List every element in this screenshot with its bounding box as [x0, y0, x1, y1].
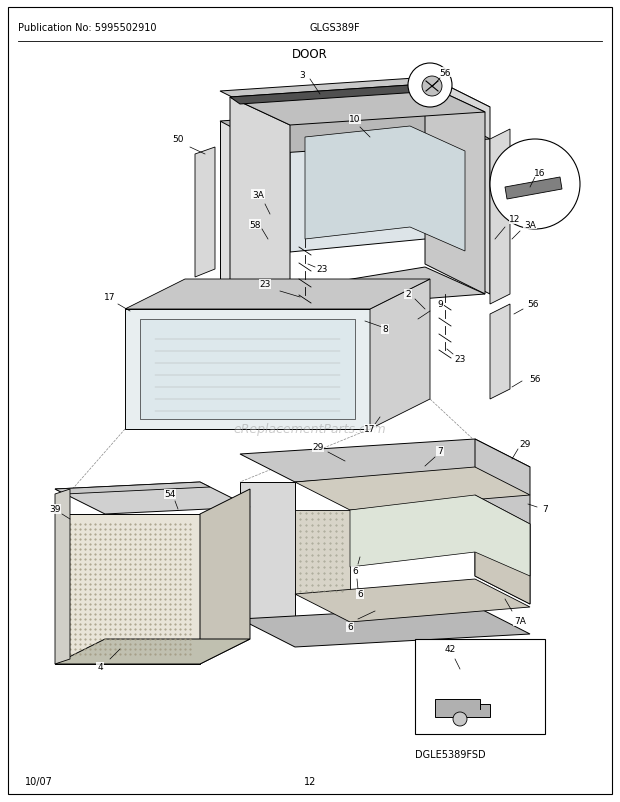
Polygon shape — [475, 496, 530, 604]
Text: 54: 54 — [164, 490, 175, 499]
Polygon shape — [125, 310, 370, 429]
Polygon shape — [200, 489, 250, 664]
Text: 12: 12 — [509, 215, 521, 225]
Text: 4: 4 — [97, 662, 103, 671]
Text: DOOR: DOOR — [292, 48, 328, 62]
Text: 29: 29 — [312, 443, 324, 452]
Text: Publication No: 5995502910: Publication No: 5995502910 — [18, 23, 156, 33]
Text: 6: 6 — [347, 622, 353, 632]
Polygon shape — [220, 122, 280, 310]
Polygon shape — [435, 699, 490, 717]
Polygon shape — [230, 268, 485, 310]
Polygon shape — [55, 482, 250, 514]
Text: 23: 23 — [259, 280, 271, 290]
Polygon shape — [220, 107, 490, 154]
Polygon shape — [425, 85, 485, 294]
Polygon shape — [240, 439, 530, 482]
Text: 17: 17 — [104, 294, 116, 302]
Polygon shape — [55, 482, 210, 494]
Text: 9: 9 — [437, 300, 443, 309]
Polygon shape — [240, 482, 295, 619]
Polygon shape — [295, 468, 530, 510]
Polygon shape — [290, 113, 485, 265]
Polygon shape — [230, 85, 435, 105]
Polygon shape — [305, 127, 465, 252]
Text: GLGS389F: GLGS389F — [310, 23, 361, 33]
Polygon shape — [55, 639, 250, 664]
Text: DGLE5389FSD: DGLE5389FSD — [415, 749, 485, 759]
Text: 7: 7 — [437, 447, 443, 456]
Polygon shape — [140, 320, 355, 419]
Polygon shape — [230, 98, 290, 300]
Text: 16: 16 — [534, 168, 546, 177]
Polygon shape — [240, 606, 530, 647]
Text: 58: 58 — [249, 221, 261, 229]
Text: 23: 23 — [316, 265, 328, 274]
Text: 10: 10 — [349, 115, 361, 124]
Polygon shape — [220, 78, 490, 122]
Polygon shape — [195, 148, 215, 277]
Text: 2: 2 — [405, 290, 411, 299]
Polygon shape — [370, 280, 430, 429]
Text: 3A: 3A — [524, 221, 536, 229]
Polygon shape — [230, 85, 485, 126]
Text: 56: 56 — [439, 68, 451, 78]
Text: 3: 3 — [299, 71, 305, 79]
Text: 7A: 7A — [514, 617, 526, 626]
Text: eReplacementParts.com: eReplacementParts.com — [234, 423, 386, 436]
Polygon shape — [295, 510, 350, 594]
Text: 3A: 3A — [252, 190, 264, 199]
Polygon shape — [505, 178, 562, 200]
Text: 50: 50 — [172, 136, 184, 144]
Text: 6: 6 — [357, 589, 363, 599]
Polygon shape — [430, 78, 490, 294]
Text: 42: 42 — [445, 645, 456, 654]
Circle shape — [490, 140, 580, 229]
Polygon shape — [55, 514, 200, 664]
Text: 12: 12 — [304, 776, 316, 786]
Polygon shape — [490, 130, 510, 305]
Text: 7: 7 — [542, 505, 548, 514]
Polygon shape — [125, 280, 430, 310]
Polygon shape — [490, 305, 510, 399]
Circle shape — [422, 77, 442, 97]
Circle shape — [408, 64, 452, 107]
Polygon shape — [55, 489, 70, 664]
Text: 56: 56 — [529, 375, 541, 384]
Bar — [415, 639, 545, 734]
Text: 29: 29 — [520, 440, 531, 449]
Text: 10/07: 10/07 — [25, 776, 53, 786]
Polygon shape — [475, 439, 530, 604]
Text: 56: 56 — [527, 300, 539, 309]
Text: 8: 8 — [382, 325, 388, 334]
Polygon shape — [350, 496, 530, 577]
Text: 23: 23 — [454, 355, 466, 364]
Text: 6: 6 — [352, 567, 358, 576]
Circle shape — [453, 712, 467, 726]
Text: 39: 39 — [49, 505, 61, 514]
Polygon shape — [295, 579, 530, 622]
Text: 17: 17 — [365, 425, 376, 434]
